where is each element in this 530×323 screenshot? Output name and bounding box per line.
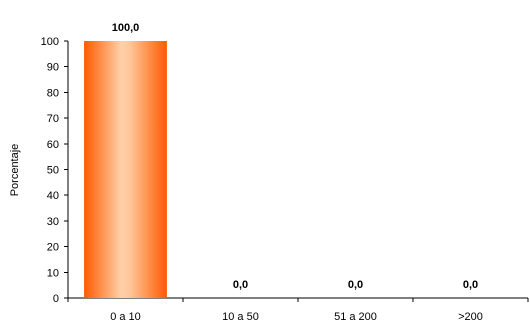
- y-tick-label: 100: [41, 36, 59, 48]
- y-tick-label: 10: [47, 267, 59, 279]
- y-tick-label: 30: [47, 216, 59, 228]
- data-label: 100,0: [112, 22, 140, 34]
- y-tick-label: 50: [47, 165, 59, 177]
- bar: [84, 41, 167, 298]
- data-label: 0,0: [233, 279, 248, 291]
- x-tick-label: 10 a 50: [222, 311, 259, 323]
- y-tick-label: 40: [47, 190, 59, 202]
- y-axis-title: Porcentaje: [9, 144, 21, 197]
- y-axis: 0 10 20 30 40 50 60 70 80 90 100: [41, 36, 69, 305]
- x-tick-label: >200: [458, 311, 483, 323]
- bars: [84, 41, 167, 298]
- y-tick-label: 60: [47, 139, 59, 151]
- y-tick-label: 90: [47, 62, 59, 74]
- x-tick-label: 0 a 10: [110, 311, 141, 323]
- x-axis: 0 a 10 10 a 50 51 a 200 >200: [67, 297, 529, 323]
- data-label: 0,0: [463, 279, 478, 291]
- y-tick-label: 80: [47, 87, 59, 99]
- data-labels: 100,0 0,0 0,0 0,0: [112, 22, 478, 291]
- data-label: 0,0: [348, 279, 363, 291]
- x-tick-label: 51 a 200: [334, 311, 377, 323]
- y-tick-label: 20: [47, 242, 59, 254]
- y-tick-label: 70: [47, 113, 59, 125]
- y-tick-label: 0: [53, 293, 59, 305]
